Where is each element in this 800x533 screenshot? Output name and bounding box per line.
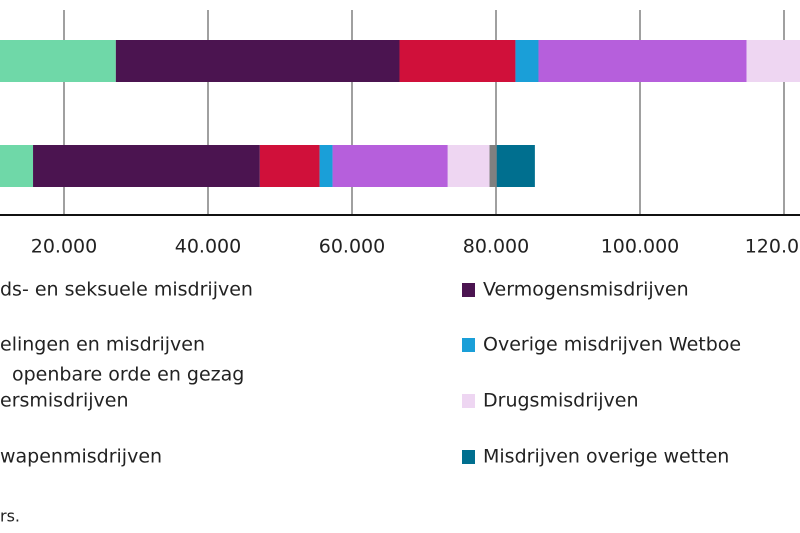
x-tick-label: 20.000 <box>31 236 97 258</box>
legend-label: wapenmisdrijven <box>0 446 162 468</box>
x-tick-label: 40.000 <box>175 236 241 258</box>
legend-label: elingen en misdrijven <box>0 334 205 356</box>
bar-segment <box>319 145 333 187</box>
legend-swatch <box>462 338 475 352</box>
x-tick-label: 100.000 <box>601 236 680 258</box>
bar-segment <box>515 40 539 82</box>
legend-label: ersmisdrijven <box>0 390 129 412</box>
bar-segment <box>447 145 490 187</box>
legend-swatch <box>462 283 475 297</box>
bar-segment <box>538 40 747 82</box>
bar-segment <box>115 40 400 82</box>
bar-segment <box>259 145 320 187</box>
legend-label: Vermogensmisdrijven <box>483 279 689 301</box>
x-tick-label: 60.000 <box>319 236 385 258</box>
legend-swatch <box>462 394 475 408</box>
bar-segment <box>399 40 516 82</box>
legend-swatch <box>462 450 475 464</box>
legend-label: Drugsmisdrijven <box>483 390 639 412</box>
note: rs. <box>0 507 20 526</box>
legend-label: Misdrijven overige wetten <box>483 446 729 468</box>
bar-segment <box>0 40 116 82</box>
bar-segment <box>33 145 260 187</box>
legend-label: openbare orde en gezag <box>12 364 244 386</box>
bar-segment <box>489 145 497 187</box>
x-tick-label: 80.000 <box>463 236 529 258</box>
x-tick-label: 120.000 <box>745 236 800 258</box>
bar-segment <box>746 40 800 82</box>
bar-segment <box>0 145 34 187</box>
legend-label: ds- en seksuele misdrijven <box>0 279 253 301</box>
bar-segment <box>496 145 535 187</box>
legend-label: Overige misdrijven Wetboe <box>483 334 741 356</box>
bar-segment <box>332 145 448 187</box>
